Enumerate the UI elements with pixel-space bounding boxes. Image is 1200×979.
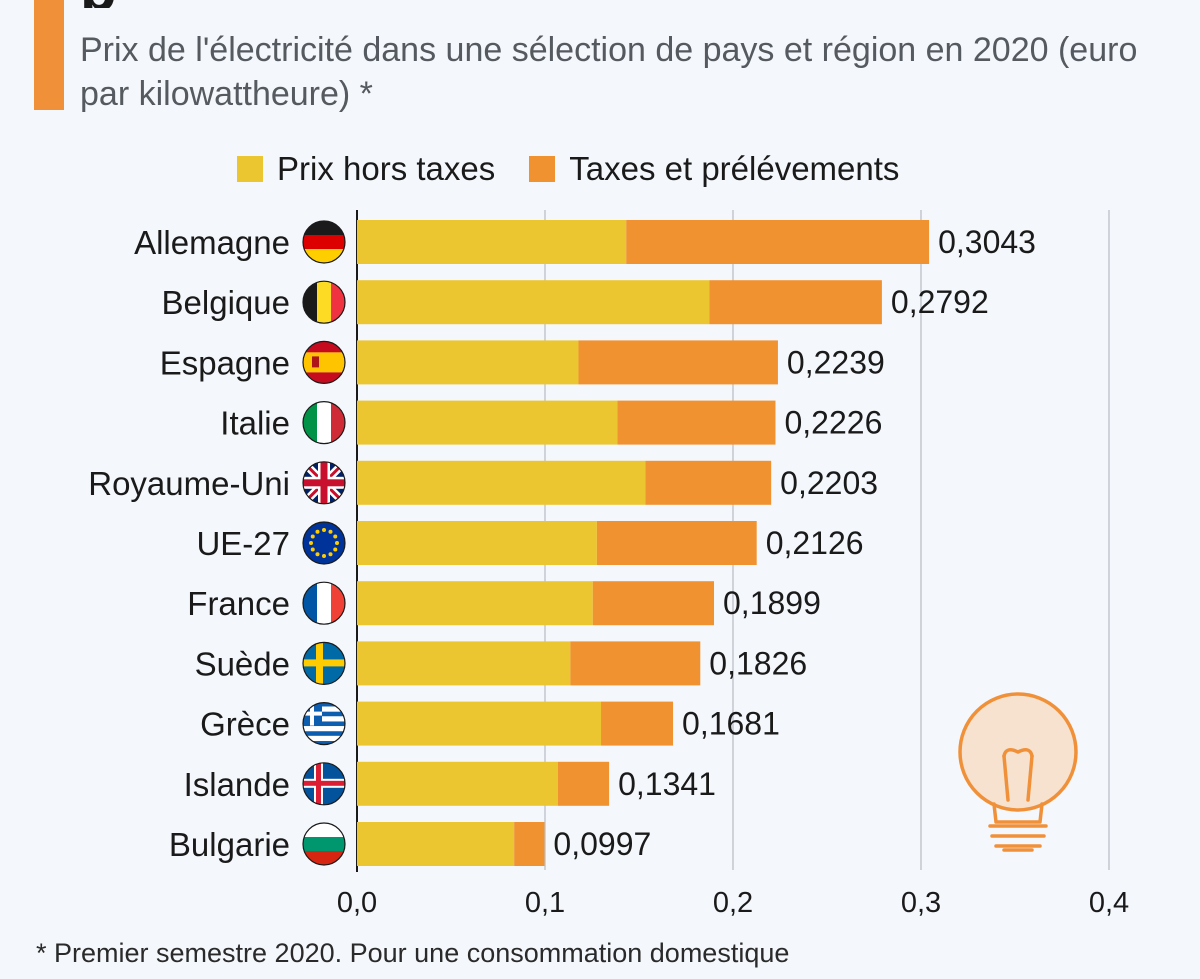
value-label: 0,1681: [682, 706, 780, 742]
bar-segment: [596, 521, 757, 565]
bar-segment: [557, 761, 610, 806]
bar-segment: [514, 822, 545, 866]
sweden-flag: [302, 641, 346, 686]
bar-segment: [570, 641, 701, 686]
bulgaria-flag: [302, 822, 346, 866]
title-clipped: p: [80, 0, 117, 8]
x-tick-label: 0,3: [901, 887, 941, 919]
category-label: Grèce: [200, 706, 290, 743]
category-label: Allemagne: [134, 224, 290, 261]
category-label: Espagne: [160, 344, 290, 381]
value-label: 0,1826: [709, 645, 807, 681]
bar-segment: [626, 220, 930, 264]
spain-flag: [302, 340, 346, 384]
bar-segment: [709, 280, 882, 325]
legend-label-prix: Prix hors taxes: [277, 150, 496, 187]
category-label: Suède: [195, 645, 290, 682]
bar-segment: [357, 581, 593, 626]
bar-segment: [357, 761, 558, 806]
bar-segment: [357, 701, 602, 746]
uk-flag: [302, 461, 346, 505]
bar-segment: [357, 280, 710, 325]
value-label: 0,1899: [723, 585, 821, 621]
title-accent-bar: [34, 0, 64, 110]
x-tick-label: 0,1: [525, 887, 565, 919]
bar-segment: [357, 400, 618, 445]
italy-flag: [302, 401, 346, 445]
category-label: Italie: [220, 405, 290, 442]
bar-segment: [357, 521, 597, 565]
x-tick-label: 0,0: [337, 887, 377, 919]
value-label: 0,2239: [787, 344, 885, 380]
footnote: * Premier semestre 2020. Pour une consom…: [36, 938, 790, 968]
chart-subtitle: Prix de l'électricité dans une sélection…: [80, 31, 1138, 113]
bar-segment: [357, 822, 515, 866]
value-label: 0,2792: [891, 284, 989, 320]
value-label: 0,3043: [938, 224, 1036, 260]
x-tick-labels: 0,0 0,1 0,2 0,3 0,4: [337, 887, 1129, 919]
category-label: Belgique: [162, 284, 290, 321]
x-tick-label: 0,4: [1089, 887, 1129, 919]
france-flag: [302, 581, 346, 625]
value-label: 0,2226: [784, 405, 882, 441]
legend-item-taxes: Taxes et prélévements: [529, 150, 899, 188]
category-label: Bulgarie: [169, 826, 290, 863]
category-label: Royaume-Uni: [88, 465, 290, 502]
value-label: 0,2126: [766, 525, 864, 561]
bar-segment: [357, 641, 571, 686]
greece-flag: [302, 701, 346, 746]
iceland-flag: [302, 762, 346, 806]
category-label: France: [187, 585, 290, 622]
belgium-flag: [302, 280, 346, 324]
bar-segment: [645, 460, 772, 505]
bar-segment: [357, 340, 579, 385]
legend-swatch-prix: [237, 156, 263, 182]
flags: [302, 220, 346, 866]
eu-flag: [302, 521, 346, 565]
x-tick-label: 0,2: [713, 887, 753, 919]
bar-segment: [601, 701, 674, 746]
value-label: 0,2203: [780, 465, 878, 501]
value-label: 0,1341: [618, 766, 716, 802]
bar-segment: [592, 581, 715, 626]
legend-swatch-taxes: [529, 156, 556, 182]
germany-flag: [302, 220, 346, 264]
bar-segment: [578, 340, 778, 385]
legend-item-prix: Prix hors taxes: [237, 150, 495, 188]
bar-segment: [617, 400, 776, 445]
lightbulb-icon: [958, 692, 1078, 852]
bar-segment: [357, 460, 646, 505]
legend: Prix hors taxes Taxes et prélévements: [237, 150, 933, 188]
value-label: 0,0997: [553, 826, 651, 862]
category-label: UE-27: [196, 525, 290, 562]
category-labels: Allemagne Belgique Espagne Italie Royaume-Un…: [88, 224, 290, 863]
legend-label-taxes: Taxes et prélévements: [569, 150, 900, 187]
category-label: Islande: [184, 766, 290, 803]
bar-segment: [357, 220, 627, 264]
bars: [357, 220, 930, 866]
